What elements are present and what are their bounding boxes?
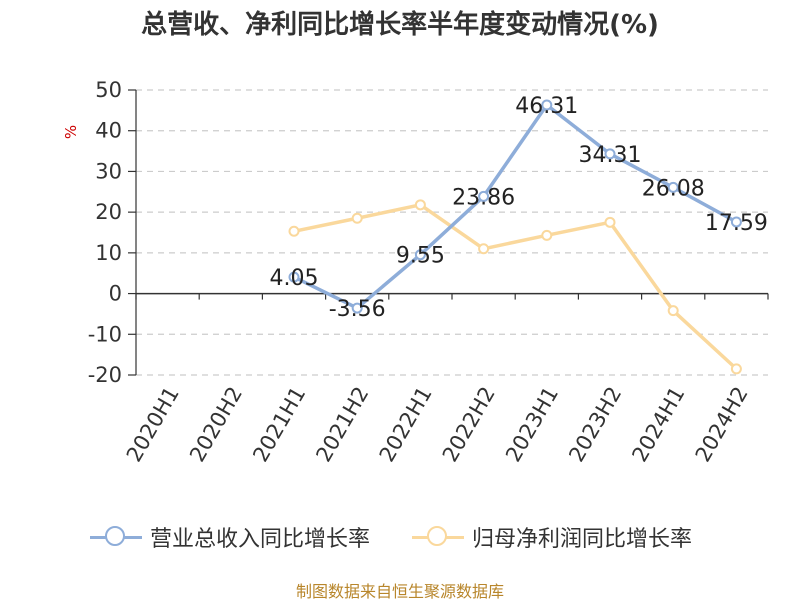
series-lines xyxy=(288,99,742,375)
data-label: 4.05 xyxy=(270,266,319,291)
y-tick-label: 20 xyxy=(95,200,122,224)
data-point xyxy=(478,243,490,255)
x-tick-label: 2022H1 xyxy=(375,383,437,467)
data-point xyxy=(541,229,553,241)
x-tick-label: 2023H1 xyxy=(501,383,563,467)
data-label: 46.31 xyxy=(515,94,578,119)
x-tick-label: 2021H2 xyxy=(311,383,373,467)
data-point xyxy=(478,190,490,202)
data-label: 34.31 xyxy=(579,143,642,168)
x-tick-label: 2022H2 xyxy=(438,383,500,467)
data-point xyxy=(288,225,300,237)
data-point xyxy=(730,216,742,228)
data-point xyxy=(604,148,616,160)
data-label: 23.86 xyxy=(452,185,515,210)
data-label: 17.59 xyxy=(705,211,768,236)
series-line-1 xyxy=(292,203,739,371)
chart-title: 总营收、净利同比增长率半年度变动情况(%) xyxy=(141,10,659,40)
x-tick-label: 2020H1 xyxy=(122,383,184,467)
legend-marker-net-profit xyxy=(412,520,464,554)
y-tick-label: 40 xyxy=(95,119,122,143)
legend-marker-revenue xyxy=(90,520,142,554)
x-tick-label: 2020H2 xyxy=(185,383,247,467)
data-label: 9.55 xyxy=(396,244,445,269)
source-note: 制图数据来自恒生聚源数据库 xyxy=(295,582,504,601)
legend-label-revenue: 营业总收入同比增长率 xyxy=(150,527,371,552)
y-axis-label: % xyxy=(62,125,80,139)
data-point xyxy=(541,99,553,111)
legend-item-net-profit[interactable]: 归母净利润同比增长率 xyxy=(412,520,692,554)
data-point xyxy=(351,302,363,314)
data-point xyxy=(414,199,426,211)
legend: 营业总收入同比增长率 归母净利润同比增长率 xyxy=(0,520,800,554)
y-tick-label: 50 xyxy=(95,78,122,102)
y-tick-label: -20 xyxy=(88,363,122,387)
y-tick-label: 10 xyxy=(95,241,122,265)
y-tick-label: -10 xyxy=(88,322,122,346)
data-point xyxy=(288,271,300,283)
grid-lines xyxy=(136,89,768,376)
x-tick-label: 2021H1 xyxy=(248,383,310,467)
data-point xyxy=(730,363,742,375)
data-label: -3.56 xyxy=(329,297,386,322)
x-tick-label: 2024H2 xyxy=(691,383,753,467)
y-tick-label: 30 xyxy=(95,159,122,183)
y-tick-label: 0 xyxy=(109,282,122,306)
legend-item-revenue[interactable]: 营业总收入同比增长率 xyxy=(90,520,370,554)
data-point xyxy=(604,216,616,228)
x-tick-label: 2023H2 xyxy=(564,383,626,467)
data-point xyxy=(667,181,679,193)
x-tick-label: 2024H1 xyxy=(627,383,689,467)
series-line-0 xyxy=(292,103,739,310)
data-label: 26.08 xyxy=(642,176,705,201)
data-point xyxy=(351,212,363,224)
legend-label-net-profit: 归母净利润同比增长率 xyxy=(472,527,693,552)
data-point xyxy=(414,249,426,261)
data-point xyxy=(667,305,679,317)
axes: 50 40 30 20 10 0 -10 -20% 2020H1 2020H2 2021H1 2021… xyxy=(62,78,769,467)
